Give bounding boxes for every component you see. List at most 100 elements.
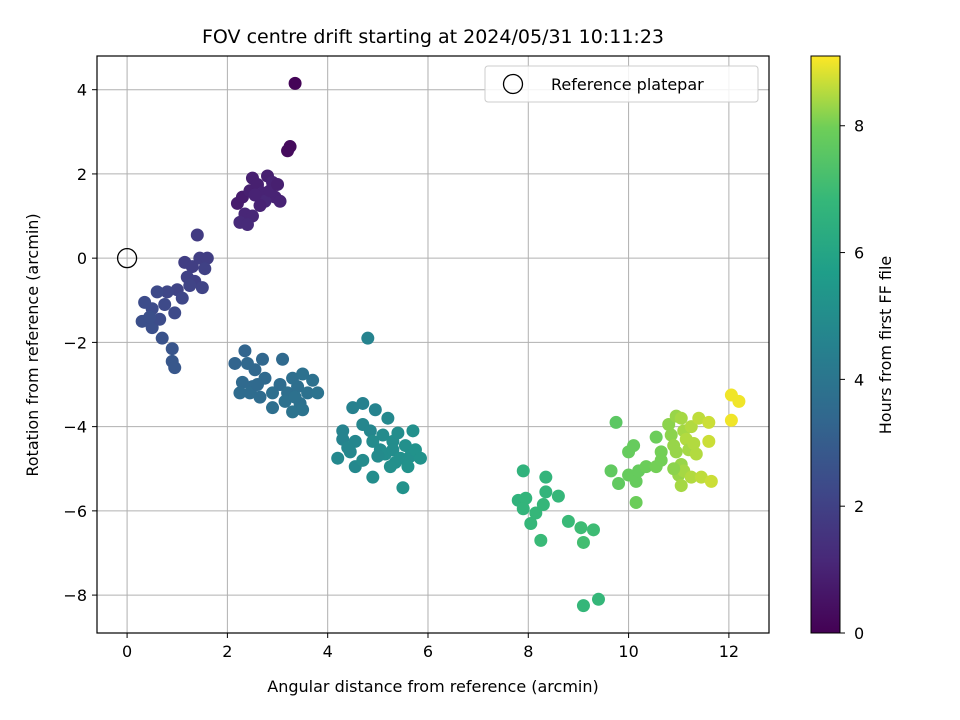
- colorbar-label: Hours from first FF file: [876, 256, 895, 435]
- data-point: [386, 443, 400, 457]
- data-point: [398, 439, 412, 453]
- colorbar-tick-label: 6: [854, 244, 864, 263]
- data-point: [361, 331, 375, 345]
- data-point: [704, 474, 718, 488]
- data-point: [296, 403, 310, 417]
- data-point: [604, 464, 618, 478]
- y-axis-label: Rotation from reference (arcmin): [23, 213, 42, 476]
- colorbar-gradient: [810, 55, 841, 634]
- data-point: [238, 344, 252, 358]
- reference-platepar-point: [116, 248, 138, 269]
- data-point: [195, 281, 209, 295]
- data-point: [516, 502, 530, 516]
- data-point: [539, 470, 553, 484]
- data-point: [255, 352, 269, 366]
- reference-marker: [116, 248, 138, 269]
- data-point: [381, 411, 395, 425]
- data-point: [591, 592, 605, 606]
- data-point: [168, 361, 182, 375]
- data-point: [529, 506, 543, 520]
- data-point: [165, 342, 179, 356]
- data-point: [684, 420, 698, 434]
- data-point: [185, 260, 199, 274]
- data-point: [406, 424, 420, 438]
- data-point: [288, 390, 302, 404]
- data-point: [674, 411, 688, 425]
- data-point: [629, 495, 643, 509]
- data-point: [574, 521, 588, 535]
- data-point: [273, 194, 287, 208]
- data-point: [516, 464, 530, 478]
- plot-frame: [96, 55, 770, 634]
- data-point: [175, 291, 189, 305]
- data-point: [306, 373, 320, 387]
- data-point: [576, 535, 590, 549]
- y-axis-ticks: −8 −6 −4 −2 0 2 4: [63, 81, 97, 605]
- data-point: [649, 430, 663, 444]
- x-tick-label: 4: [323, 642, 333, 661]
- data-point: [288, 76, 302, 90]
- data-point: [301, 386, 315, 400]
- data-point: [702, 434, 716, 448]
- data-point: [551, 489, 565, 503]
- data-point: [248, 188, 262, 202]
- legend-box: [484, 65, 759, 103]
- data-point: [356, 453, 370, 467]
- y-tick-label: 2: [77, 165, 87, 184]
- data-point: [539, 485, 553, 499]
- data-point: [371, 449, 385, 463]
- x-tick-label: 6: [423, 642, 433, 661]
- x-tick-label: 0: [122, 642, 132, 661]
- data-point: [296, 367, 310, 381]
- data-point: [376, 428, 390, 442]
- data-point: [612, 476, 626, 490]
- data-point: [200, 251, 214, 265]
- y-tick-label: 0: [77, 249, 87, 268]
- data-point: [536, 498, 550, 512]
- data-point: [281, 144, 295, 158]
- data-point: [266, 386, 280, 400]
- x-tick-label: 12: [719, 642, 739, 661]
- data-point: [689, 447, 703, 461]
- data-point: [576, 599, 590, 613]
- data-point: [519, 491, 533, 505]
- data-point: [235, 375, 249, 389]
- data-point: [724, 413, 738, 427]
- data-point: [243, 386, 257, 400]
- data-point: [153, 312, 167, 326]
- colorbar-tick-label: 2: [854, 497, 864, 516]
- chart-title: FOV centre drift starting at 2024/05/31 …: [202, 26, 664, 48]
- data-point: [366, 470, 380, 484]
- data-point: [250, 378, 264, 392]
- data-point: [401, 460, 415, 474]
- grid-lines: [97, 56, 769, 633]
- data-point: [311, 386, 325, 400]
- data-point: [664, 428, 678, 442]
- data-point: [667, 462, 681, 476]
- data-point: [586, 523, 600, 537]
- colorbar-ticks: 0 2 4 6 8: [840, 117, 864, 643]
- data-point: [278, 394, 292, 408]
- data-point: [534, 533, 548, 547]
- y-tick-label: −4: [63, 418, 87, 437]
- data-point: [286, 405, 300, 419]
- x-tick-label: 10: [618, 642, 638, 661]
- x-tick-label: 8: [523, 642, 533, 661]
- data-point: [346, 401, 360, 415]
- y-tick-label: −2: [63, 333, 87, 352]
- legend: Reference platepar: [484, 65, 759, 103]
- y-tick-label: −6: [63, 502, 87, 521]
- data-point: [366, 434, 380, 448]
- data-point: [684, 470, 698, 484]
- data-point: [150, 285, 164, 299]
- data-point: [183, 279, 197, 293]
- data-point: [168, 306, 182, 320]
- data-point: [654, 453, 668, 467]
- data-point: [143, 310, 157, 324]
- data-point: [363, 424, 377, 438]
- colorbar-tick-label: 4: [854, 370, 864, 389]
- data-point: [276, 352, 290, 366]
- data-point: [396, 481, 410, 495]
- data-point: [240, 217, 254, 231]
